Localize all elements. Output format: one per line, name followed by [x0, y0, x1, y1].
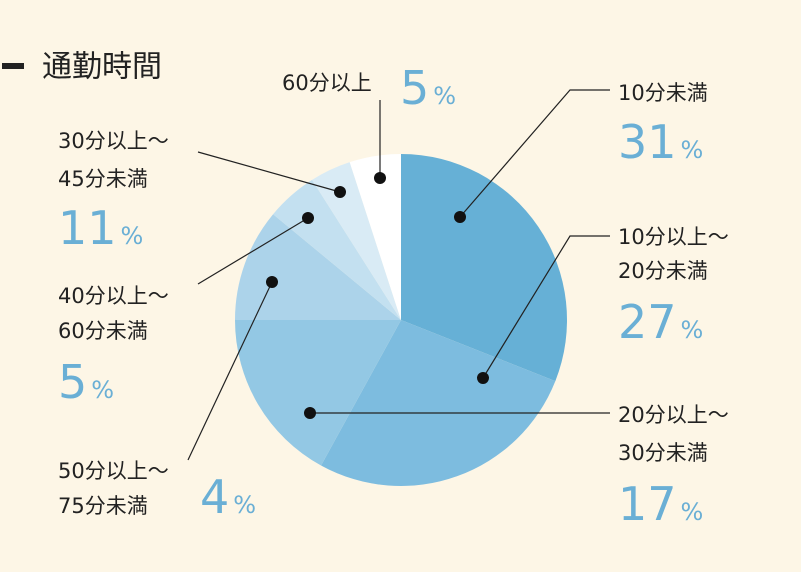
value-unit: %: [233, 491, 256, 519]
category-label: 30分以上～: [58, 129, 169, 153]
value-unit: %: [121, 222, 144, 250]
pie-slice: [321, 320, 556, 486]
leader-line: [482, 235, 610, 379]
pie: [235, 154, 567, 486]
pie-slice: [401, 154, 567, 382]
value-unit: %: [91, 376, 114, 404]
value-unit: %: [681, 316, 704, 344]
leader-line: [459, 89, 610, 218]
value-number: 5: [400, 61, 429, 115]
pie-slice: [235, 320, 401, 466]
value-label: 4%: [200, 470, 256, 524]
category-label: 40分以上～: [58, 284, 169, 308]
value-label: 31%: [618, 115, 703, 169]
leader-line: [197, 151, 341, 193]
value-unit: %: [681, 136, 704, 164]
value-unit: %: [433, 82, 456, 110]
title-marker: [2, 63, 24, 69]
pie-slice: [235, 214, 401, 320]
category-label: 60分以上: [282, 71, 372, 95]
chart-title: 通勤時間: [42, 50, 162, 85]
leader-dot: [334, 186, 346, 198]
category-label: 30分未満: [618, 441, 708, 465]
leader-line: [197, 217, 309, 285]
value-number: 31: [618, 115, 677, 169]
category-label: 45分未満: [58, 167, 148, 191]
leader-dot: [454, 211, 466, 223]
pie-slice: [312, 162, 401, 320]
leader-line: [187, 281, 273, 461]
category-label: 20分未満: [618, 259, 708, 283]
value-number: 17: [618, 477, 677, 531]
value-label: 27%: [618, 295, 703, 349]
value-number: 4: [200, 470, 229, 524]
value-label: 5%: [400, 61, 456, 115]
value-number: 27: [618, 295, 677, 349]
value-label: 5%: [58, 355, 114, 409]
value-label: 17%: [618, 477, 703, 531]
category-label: 50分以上～: [58, 459, 169, 483]
leader-dot: [374, 172, 386, 184]
category-label: 10分以上～: [618, 225, 729, 249]
value-number: 5: [58, 355, 87, 409]
pie-slice: [349, 154, 401, 320]
leader-dot: [266, 276, 278, 288]
leader-dot: [477, 372, 489, 384]
category-label: 60分未満: [58, 319, 148, 343]
leader-dot: [304, 407, 316, 419]
category-label: 20分以上～: [618, 403, 729, 427]
value-label: 11%: [58, 201, 143, 255]
category-label: 10分未満: [618, 81, 708, 105]
value-unit: %: [681, 498, 704, 526]
category-label: 75分未満: [58, 494, 148, 518]
annotations: 10分未満 31 % 10分以上～ 20分未満 27 % 20分以上～ 30分未満 17 % 30分以…: [58, 61, 729, 531]
value-number: 11: [58, 201, 117, 255]
leader-dot: [302, 212, 314, 224]
